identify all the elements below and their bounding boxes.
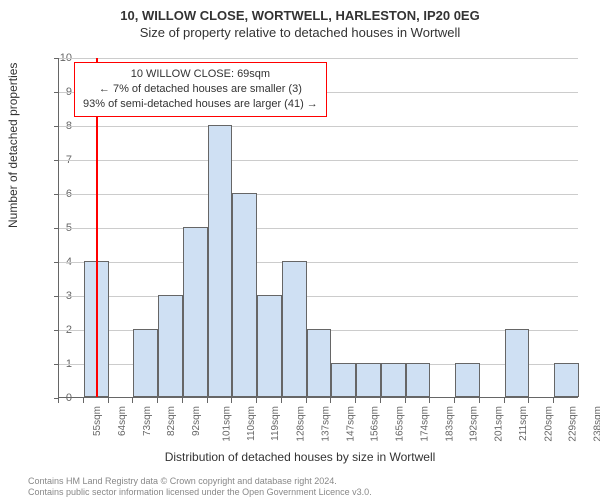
histogram-bar [257, 295, 282, 397]
histogram-bar [455, 363, 480, 397]
histogram-bar [406, 363, 431, 397]
callout-line3: 93% of semi-detached houses are larger (… [83, 97, 318, 112]
x-tick-label: 192sqm [469, 406, 480, 442]
histogram-bar [331, 363, 356, 397]
histogram-bar [307, 329, 332, 397]
x-tick-label: 128sqm [296, 406, 307, 442]
x-tick-label: 82sqm [166, 406, 177, 436]
x-tick-label: 183sqm [444, 406, 455, 442]
x-tick-label: 238sqm [593, 406, 600, 442]
x-tick-label: 220sqm [543, 406, 554, 442]
histogram-bar [208, 125, 233, 397]
x-axis-label: Distribution of detached houses by size … [0, 450, 600, 464]
footer-line2: Contains public sector information licen… [28, 487, 372, 498]
x-tick-label: 101sqm [221, 406, 232, 442]
x-tick-label: 147sqm [345, 406, 356, 442]
histogram-bar [356, 363, 381, 397]
x-tick-label: 211sqm [518, 406, 529, 441]
x-tick-label: 119sqm [270, 406, 281, 441]
footer-line1: Contains HM Land Registry data © Crown c… [28, 476, 372, 487]
x-tick-label: 201sqm [494, 406, 505, 442]
histogram-bar [282, 261, 307, 397]
histogram-bar [183, 227, 208, 397]
footer-attribution: Contains HM Land Registry data © Crown c… [28, 476, 372, 498]
chart-container: 10, WILLOW CLOSE, WORTWELL, HARLESTON, I… [0, 0, 600, 500]
histogram-bar [133, 329, 158, 397]
x-tick-label: 137sqm [320, 406, 331, 442]
x-tick-label: 156sqm [370, 406, 381, 442]
x-tick-label: 110sqm [245, 406, 256, 441]
chart-title-line1: 10, WILLOW CLOSE, WORTWELL, HARLESTON, I… [0, 0, 600, 23]
histogram-bar [381, 363, 406, 397]
marker-callout: 10 WILLOW CLOSE: 69sqm ← 7% of detached … [74, 62, 327, 117]
x-tick-label: 64sqm [117, 406, 128, 436]
histogram-bar [505, 329, 530, 397]
x-tick-label: 165sqm [395, 406, 406, 442]
x-tick-label: 73sqm [142, 406, 153, 436]
x-tick-label: 229sqm [568, 406, 579, 442]
chart-title-line2: Size of property relative to detached ho… [0, 23, 600, 40]
x-tick-label: 55sqm [92, 406, 103, 436]
plot-area: 10 WILLOW CLOSE: 69sqm ← 7% of detached … [58, 58, 578, 398]
callout-line2: ← 7% of detached houses are smaller (3) [83, 82, 318, 97]
x-tick-label: 174sqm [419, 406, 430, 442]
histogram-bar [554, 363, 579, 397]
histogram-bar [232, 193, 257, 397]
histogram-bar [158, 295, 183, 397]
callout-line1: 10 WILLOW CLOSE: 69sqm [83, 67, 318, 82]
y-axis-label: Number of detached properties [6, 63, 20, 228]
x-tick-label: 92sqm [191, 406, 202, 436]
